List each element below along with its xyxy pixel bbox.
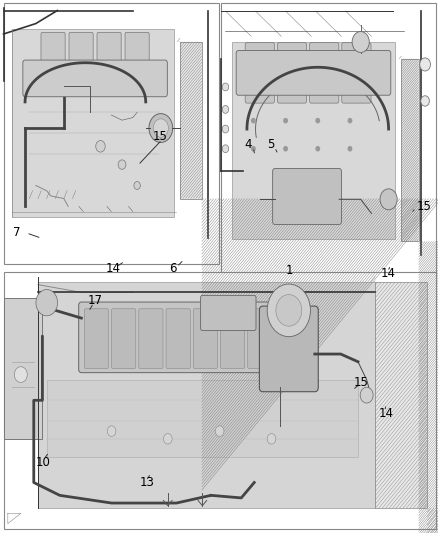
FancyBboxPatch shape [272, 168, 342, 224]
Circle shape [215, 426, 224, 437]
Circle shape [267, 433, 276, 444]
FancyBboxPatch shape [97, 33, 121, 83]
Circle shape [222, 83, 229, 91]
FancyBboxPatch shape [112, 309, 136, 368]
Bar [4, 297, 42, 439]
Bar [12, 29, 174, 217]
Circle shape [348, 147, 352, 151]
Text: 15: 15 [152, 130, 167, 143]
Circle shape [96, 141, 105, 152]
FancyBboxPatch shape [85, 309, 109, 368]
Text: 4: 4 [245, 139, 252, 151]
FancyBboxPatch shape [277, 43, 307, 103]
Circle shape [107, 426, 116, 437]
Circle shape [252, 118, 255, 123]
FancyBboxPatch shape [193, 309, 218, 368]
Circle shape [222, 125, 229, 133]
FancyBboxPatch shape [245, 43, 275, 103]
Circle shape [222, 145, 229, 152]
Text: 15: 15 [417, 200, 432, 213]
Circle shape [420, 58, 431, 71]
Circle shape [348, 118, 352, 123]
Circle shape [153, 119, 168, 137]
FancyBboxPatch shape [139, 309, 163, 368]
Bar [375, 282, 427, 508]
FancyBboxPatch shape [125, 33, 149, 83]
Circle shape [316, 147, 319, 151]
FancyBboxPatch shape [275, 309, 299, 368]
Circle shape [163, 433, 172, 444]
Circle shape [276, 295, 302, 326]
FancyBboxPatch shape [342, 43, 371, 103]
FancyBboxPatch shape [220, 309, 245, 368]
FancyBboxPatch shape [248, 309, 272, 368]
Text: 7: 7 [13, 227, 21, 239]
Circle shape [267, 284, 311, 337]
FancyBboxPatch shape [69, 33, 93, 83]
Circle shape [316, 118, 319, 123]
Bar [4, 272, 436, 529]
FancyBboxPatch shape [259, 306, 318, 392]
FancyBboxPatch shape [41, 33, 65, 83]
Text: 10: 10 [36, 456, 51, 469]
Text: 17: 17 [88, 294, 102, 307]
FancyBboxPatch shape [166, 309, 190, 368]
FancyBboxPatch shape [310, 43, 339, 103]
Text: 14: 14 [106, 262, 121, 275]
FancyBboxPatch shape [201, 295, 256, 330]
Bar [38, 282, 375, 508]
Text: 5: 5 [267, 139, 275, 151]
Circle shape [360, 387, 373, 403]
Bar [221, 3, 436, 284]
Text: 1: 1 [286, 264, 293, 277]
FancyBboxPatch shape [79, 302, 309, 373]
Text: 6: 6 [170, 262, 177, 275]
Circle shape [284, 118, 287, 123]
Circle shape [36, 289, 57, 316]
Circle shape [252, 147, 255, 151]
Bar [180, 42, 202, 199]
Bar [402, 59, 419, 241]
Circle shape [352, 31, 369, 52]
Circle shape [380, 189, 397, 209]
Text: 14: 14 [381, 267, 396, 280]
Circle shape [134, 182, 140, 189]
Circle shape [222, 106, 229, 114]
Bar [47, 379, 358, 457]
Circle shape [118, 160, 126, 169]
Bar [4, 3, 219, 264]
FancyBboxPatch shape [236, 51, 391, 95]
Circle shape [284, 147, 287, 151]
Text: 14: 14 [379, 407, 394, 419]
Circle shape [149, 114, 173, 142]
Bar [232, 42, 395, 239]
Circle shape [421, 96, 429, 106]
Circle shape [14, 367, 27, 383]
Text: 15: 15 [354, 376, 369, 389]
Text: 13: 13 [139, 477, 154, 489]
FancyBboxPatch shape [23, 60, 167, 97]
